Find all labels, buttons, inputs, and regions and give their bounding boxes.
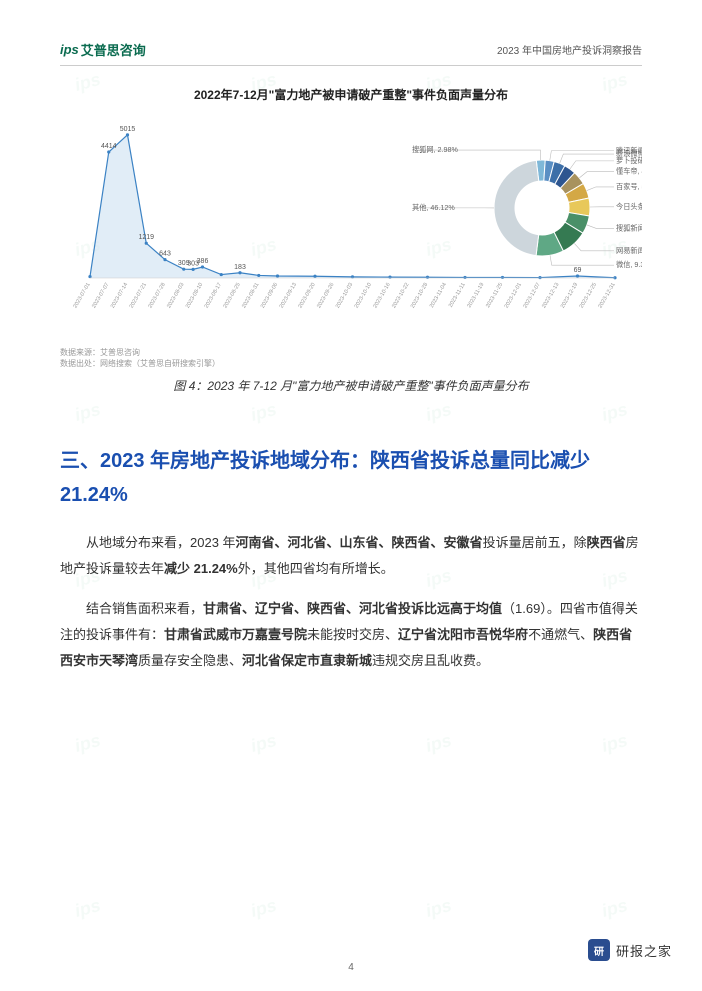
svg-text:2023-10-03: 2023-10-03: [335, 282, 354, 309]
report-page: ipsipsipsips ipsipsipsips ipsipsipsips i…: [0, 0, 702, 991]
paragraph-2: 结合销售面积来看，甘肃省、辽宁省、陕西省、河北省投诉比远高于均值（1.69）。四…: [60, 596, 642, 674]
chart-area: 2022年7-12月"富力地产被申请破产重整"事件负面声量分布 4414 5015…: [60, 86, 642, 394]
footer-brand: 研 研报之家: [588, 939, 672, 961]
page-header: ips 艾普思咨询 2023 年中国房地产投诉洞察报告: [60, 40, 642, 66]
svg-text:2023-09-06: 2023-09-06: [260, 282, 279, 309]
svg-text:2023-08-17: 2023-08-17: [204, 282, 223, 309]
svg-text:2023-10-10: 2023-10-10: [354, 282, 373, 309]
svg-text:2023-08-03: 2023-08-03: [166, 282, 185, 309]
svg-text:搜狐网, 2.98%: 搜狐网, 2.98%: [412, 145, 459, 154]
svg-text:其他, 46.12%: 其他, 46.12%: [412, 203, 455, 212]
svg-text:萝卜投研, 4.01%: 萝卜投研, 4.01%: [616, 156, 642, 165]
svg-text:2023-07-01: 2023-07-01: [72, 282, 91, 309]
figure-caption: 图 4：2023 年 7-12 月"富力地产被申请破产重整"事件负面声量分布: [60, 377, 642, 394]
doc-title: 2023 年中国房地产投诉洞察报告: [497, 42, 642, 57]
chart-title: 2022年7-12月"富力地产被申请破产重整"事件负面声量分布: [60, 86, 642, 103]
svg-text:2023-07-21: 2023-07-21: [129, 282, 148, 309]
source-line-2: 数据出处：网络搜索（艾普思自研搜索引擎）: [60, 358, 642, 369]
donut-chart: 搜狐网, 2.98%腾讯新闻, 3.02%新浪微博, 3.81%萝卜投研, 4.…: [382, 118, 642, 293]
logo-text: 艾普思咨询: [81, 40, 146, 59]
svg-text:2023-07-14: 2023-07-14: [110, 282, 129, 309]
page-number: 4: [348, 962, 354, 973]
svg-text:2023-09-13: 2023-09-13: [279, 282, 298, 309]
svg-text:今日头条, 6.02%: 今日头条, 6.02%: [616, 202, 642, 211]
svg-text:百家号, 5.17%: 百家号, 5.17%: [616, 182, 642, 191]
svg-text:2023-08-25: 2023-08-25: [222, 282, 241, 309]
source-line-1: 数据来源：艾普思咨询: [60, 347, 642, 358]
svg-text:5015: 5015: [120, 126, 136, 133]
svg-text:2023-07-07: 2023-07-07: [91, 282, 110, 309]
svg-text:2023-08-10: 2023-08-10: [185, 282, 204, 309]
svg-text:1219: 1219: [138, 234, 154, 241]
svg-text:2023-08-31: 2023-08-31: [241, 282, 260, 309]
svg-text:643: 643: [159, 251, 171, 258]
svg-text:386: 386: [197, 258, 209, 265]
logo-mark: ips: [60, 42, 79, 57]
svg-text:懂车帝, 4.58%: 懂车帝, 4.58%: [616, 167, 642, 176]
section-heading: 三、2023 年房地产投诉地域分布：陕西省投诉总量同比减少 21.24%: [60, 444, 642, 512]
svg-text:183: 183: [234, 264, 246, 271]
svg-text:4414: 4414: [101, 143, 117, 150]
svg-text:微信, 9.31%: 微信, 9.31%: [616, 260, 642, 269]
footer-logo-icon: 研: [588, 939, 610, 961]
svg-text:2023-09-26: 2023-09-26: [316, 282, 335, 309]
chart-box: 441450151219643309303386183692023-07-012…: [60, 113, 642, 343]
brand-logo: ips 艾普思咨询: [60, 40, 146, 59]
svg-text:2023-09-20: 2023-09-20: [297, 282, 316, 309]
footer-brand-text: 研报之家: [616, 941, 672, 960]
svg-text:搜狐新闻, 6.11%: 搜狐新闻, 6.11%: [616, 223, 642, 232]
svg-text:2023-07-28: 2023-07-28: [147, 282, 166, 309]
paragraph-1: 从地域分布来看，2023 年河南省、河北省、山东省、陕西省、安徽省投诉量居前五，…: [60, 530, 642, 582]
svg-text:网易新闻, 8.88%: 网易新闻, 8.88%: [616, 246, 642, 255]
chart-source: 数据来源：艾普思咨询 数据出处：网络搜索（艾普思自研搜索引擎）: [60, 347, 642, 369]
